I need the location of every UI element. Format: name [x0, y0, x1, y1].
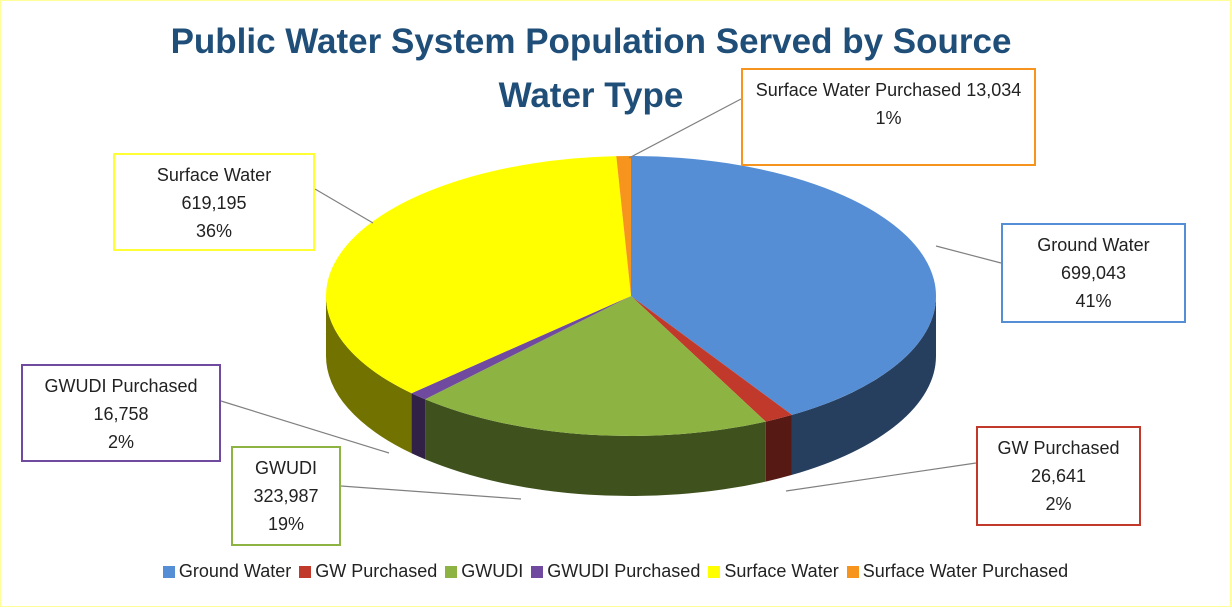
label-value: 16,758	[93, 404, 149, 424]
data-label-box: GWUDI Purchased 16,758 2%	[21, 364, 221, 462]
pie-side	[411, 393, 426, 460]
label-line: 619,195	[121, 189, 307, 217]
label-value: 323,987	[253, 486, 319, 506]
pie-slice	[616, 156, 631, 296]
legend: Ground Water GW Purchased GWUDI GWUDI Purch…	[1, 561, 1230, 582]
pie-slice	[631, 296, 792, 422]
label-percent: 19%	[267, 514, 305, 534]
pie-side	[326, 296, 412, 454]
leader-line	[785, 462, 977, 492]
label-value: 619,195	[181, 193, 247, 213]
label-line: GWUDI Purchased	[29, 372, 213, 400]
label-line: Surface Water Purchased 13,034	[749, 76, 1028, 104]
data-label-box: Ground Water 699,043 41%	[1001, 223, 1186, 323]
label-percent: 2%	[1045, 494, 1072, 514]
label-name: GW Purchased	[997, 438, 1120, 458]
label-value: 699,043	[1060, 263, 1127, 283]
data-label-box: Surface Water Purchased 13,034 1%	[741, 68, 1036, 166]
label-line: 323,987	[239, 482, 333, 510]
legend-item: Ground Water	[162, 561, 292, 582]
legend-label: GWUDI	[461, 561, 524, 581]
legend-item: GWUDI	[445, 561, 523, 582]
legend-item: Surface Water	[708, 561, 839, 582]
label-percent: 1%	[875, 108, 902, 128]
legend-item: GWUDI Purchased	[531, 561, 700, 582]
legend-swatch	[708, 565, 721, 578]
label-percent: 41%	[1075, 291, 1112, 311]
leader-line	[314, 188, 374, 224]
leader-line	[935, 245, 1002, 264]
label-name: Surface Water Purchased	[755, 80, 962, 100]
data-label-box: GW Purchased 26,641 2%	[976, 426, 1141, 526]
label-line: GWUDI	[239, 454, 333, 482]
label-name: Surface Water	[156, 165, 272, 185]
label-value: 26,641	[1030, 466, 1087, 486]
label-name: Ground Water	[1037, 235, 1150, 255]
label-value: 13,034	[966, 80, 1022, 100]
pie-slice	[425, 296, 766, 436]
pie-side	[425, 399, 766, 497]
label-line: 699,043	[1009, 259, 1178, 287]
pie-slice	[326, 156, 631, 394]
label-line: GW Purchased	[984, 434, 1133, 462]
label-percent: 36%	[195, 221, 233, 241]
pie-slice	[631, 156, 936, 415]
legend-label: GWUDI Purchased	[547, 561, 701, 581]
legend-label: Ground Water	[178, 561, 292, 581]
legend-label: Surface Water	[724, 561, 839, 581]
pie-side	[791, 296, 936, 475]
label-line: 26,641	[984, 462, 1133, 490]
legend-item: Surface Water Purchased	[846, 561, 1069, 582]
data-label-box: GWUDI 323,987 19%	[231, 446, 341, 546]
label-name: GWUDI	[255, 458, 317, 478]
legend-swatch	[445, 565, 458, 578]
legend-label: GW Purchased	[315, 561, 438, 581]
legend-swatch	[299, 565, 312, 578]
leader-line	[220, 400, 390, 454]
label-percent: 2%	[107, 432, 134, 452]
legend-swatch	[531, 565, 544, 578]
label-line: Ground Water	[1009, 231, 1178, 259]
chart-title: Public Water System Population Served by…	[170, 22, 1012, 115]
data-label-box: Surface Water 619,195 36%	[113, 153, 315, 251]
leader-line	[628, 98, 742, 159]
legend-item: GW Purchased	[299, 561, 437, 582]
legend-swatch	[846, 565, 859, 578]
legend-label: Surface Water Purchased	[862, 561, 1069, 581]
label-line: Surface Water	[121, 161, 307, 189]
label-name: GWUDI Purchased	[44, 376, 198, 396]
label-line: 16,758	[29, 400, 213, 428]
legend-swatch	[162, 565, 175, 578]
pie-side	[765, 414, 792, 482]
pie-slice	[411, 296, 631, 400]
leader-line	[340, 485, 522, 500]
